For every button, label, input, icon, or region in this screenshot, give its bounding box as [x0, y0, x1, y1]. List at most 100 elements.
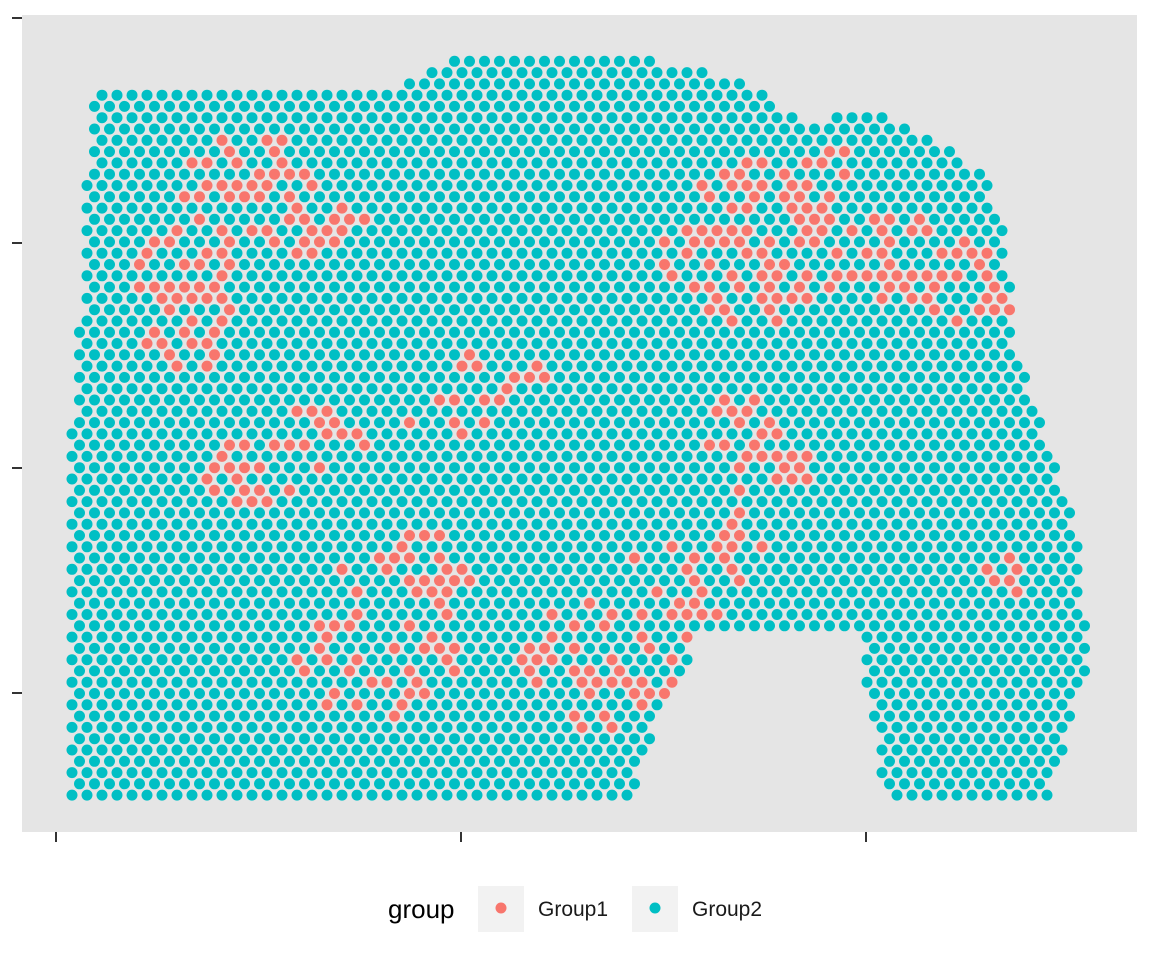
group2-point: [426, 789, 438, 801]
group2-point: [539, 55, 550, 67]
group2-point: [561, 383, 573, 395]
group2-point: [479, 665, 490, 677]
group2-point: [921, 767, 933, 779]
group2-point: [734, 78, 745, 90]
group2-point: [696, 518, 708, 530]
group1-point: [786, 180, 798, 191]
group2-point: [666, 631, 678, 643]
group2-point: [891, 654, 903, 666]
group2-point: [591, 518, 603, 530]
group2-point: [756, 586, 768, 598]
group2-point: [501, 202, 513, 214]
group1-point: [299, 168, 310, 180]
group2-point: [456, 721, 468, 733]
group2-point: [224, 597, 235, 609]
group2-point: [876, 134, 888, 146]
group2-point: [801, 518, 813, 530]
group2-point: [164, 530, 175, 541]
group2-point: [809, 597, 820, 609]
group2-point: [644, 710, 655, 722]
group2-point: [959, 394, 970, 406]
group2-point: [471, 744, 483, 756]
group2-point: [366, 518, 378, 530]
group2-point: [119, 462, 130, 474]
group1-point: [329, 236, 340, 248]
group1-point: [951, 315, 963, 327]
group2-point: [141, 676, 153, 688]
group1-point: [981, 563, 993, 575]
group2-point: [824, 530, 835, 541]
group2-point: [524, 439, 535, 451]
group2-point: [944, 326, 955, 338]
group1-point: [884, 236, 895, 248]
group2-point: [846, 450, 858, 462]
group2-point: [539, 620, 550, 632]
group2-point: [726, 89, 738, 101]
group2-point: [231, 89, 243, 101]
group1-point: [749, 191, 760, 203]
group2-point: [111, 247, 123, 259]
group1-point: [636, 631, 648, 643]
group2-point: [89, 755, 100, 767]
group1-point: [749, 394, 760, 406]
group2-point: [501, 473, 513, 485]
group2-point: [816, 450, 828, 462]
group2-point: [674, 349, 685, 361]
group2-point: [134, 168, 145, 180]
group2-point: [914, 484, 925, 496]
group2-point: [704, 597, 715, 609]
group2-point: [809, 191, 820, 203]
group2-point: [659, 146, 670, 158]
group2-point: [884, 417, 895, 429]
group1-point: [981, 247, 993, 259]
group2-point: [756, 315, 768, 327]
group2-point: [186, 654, 198, 666]
group2-point: [494, 304, 505, 316]
group2-point: [66, 789, 78, 801]
group2-point: [884, 620, 895, 632]
group2-point: [756, 360, 768, 372]
group2-point: [974, 213, 985, 225]
group2-point: [659, 304, 670, 316]
group2-point: [599, 484, 610, 496]
group2-point: [681, 67, 693, 79]
group2-point: [891, 292, 903, 304]
group2-point: [666, 405, 678, 417]
group2-point: [344, 191, 355, 203]
group2-point: [1019, 394, 1030, 406]
group2-point: [276, 699, 288, 711]
group2-point: [689, 78, 700, 90]
group2-point: [591, 744, 603, 756]
group2-point: [494, 191, 505, 203]
group2-point: [599, 213, 610, 225]
group2-point: [194, 642, 205, 654]
group2-point: [644, 394, 655, 406]
group1-point: [711, 541, 723, 553]
group2-point: [884, 146, 895, 158]
group2-point: [936, 744, 948, 756]
group2-point: [404, 326, 415, 338]
group2-point: [801, 541, 813, 553]
group2-point: [644, 417, 655, 429]
group1-point: [936, 247, 948, 259]
group2-point: [651, 89, 663, 101]
group2-point: [479, 78, 490, 90]
group1-point: [404, 417, 415, 429]
group2-point: [239, 146, 250, 158]
group2-point: [981, 428, 993, 440]
group2-point: [959, 688, 970, 699]
group2-point: [531, 134, 543, 146]
group1-point: [524, 665, 535, 677]
group2-point: [441, 541, 453, 553]
group2-point: [629, 146, 640, 158]
group2-point: [201, 270, 213, 282]
group2-point: [104, 281, 115, 293]
group2-point: [1026, 721, 1038, 733]
group2-point: [869, 575, 880, 587]
group2-point: [606, 180, 618, 191]
group2-point: [704, 78, 715, 90]
group2-point: [659, 394, 670, 406]
group2-point: [756, 496, 768, 508]
group2-point: [186, 89, 198, 101]
group2-point: [486, 563, 498, 575]
